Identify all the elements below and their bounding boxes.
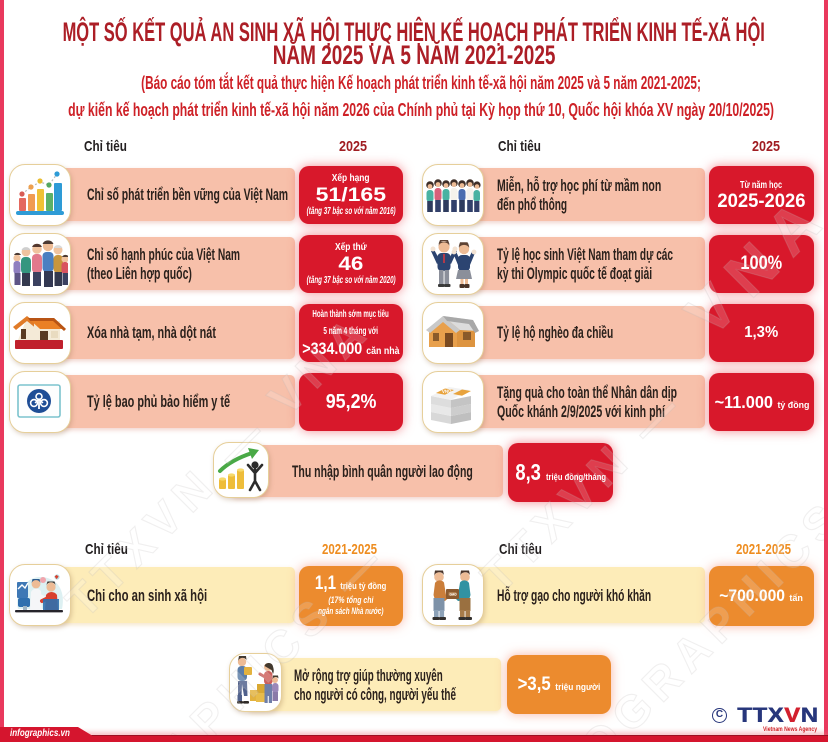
svg-text:VND: VND — [442, 388, 452, 394]
svg-text:GAO: GAO — [450, 593, 458, 597]
